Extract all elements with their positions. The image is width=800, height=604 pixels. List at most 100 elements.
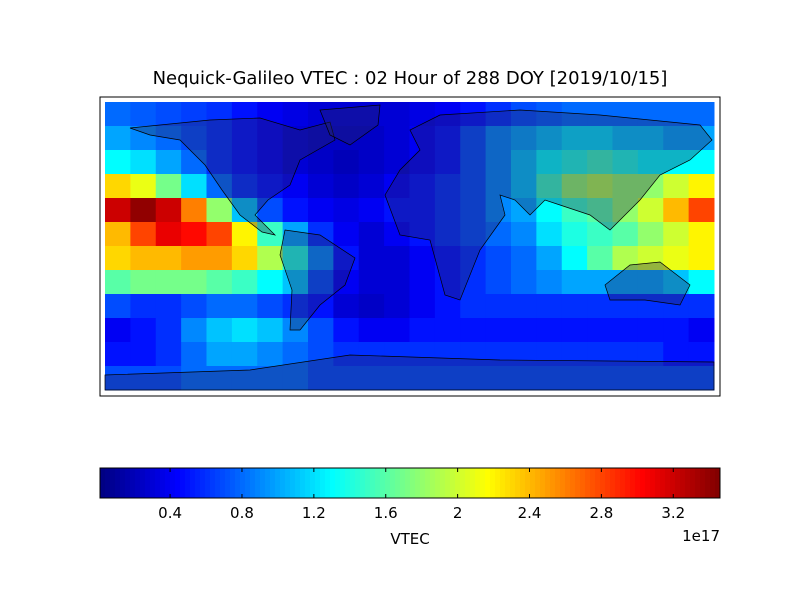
- colorbar-tick-label: 0.4: [158, 504, 182, 522]
- colorbar-label: VTEC: [390, 530, 429, 548]
- heatmap-cell: [587, 198, 613, 223]
- colorbar-swatch: [505, 468, 511, 498]
- greenland: [319, 104, 381, 146]
- colorbar-swatch: [645, 468, 651, 498]
- heatmap-cell: [536, 342, 563, 367]
- heatmap-cell: [181, 270, 207, 295]
- colorbar-swatch: [170, 468, 176, 498]
- colorbar-swatch: [670, 468, 676, 498]
- heatmap-cell: [333, 198, 360, 223]
- heatmap-cell: [536, 294, 563, 319]
- heatmap-cell: [434, 198, 461, 223]
- heatmap-cell: [511, 318, 537, 343]
- colorbar-swatch: [215, 468, 221, 498]
- heatmap-cell: [409, 150, 436, 175]
- antarctica: [104, 354, 715, 391]
- heatmap-cell: [308, 150, 334, 175]
- heatmap-cell: [460, 126, 487, 151]
- heatmap-cell: [511, 270, 537, 295]
- colorbar-swatch: [365, 468, 371, 498]
- colorbar-swatch: [455, 468, 461, 498]
- heatmap-cell: [688, 366, 715, 391]
- colorbar-swatch: [525, 468, 531, 498]
- colorbar-tick-label: 1.2: [302, 504, 326, 522]
- heatmap-cell: [231, 102, 258, 127]
- heatmap-cell: [231, 318, 258, 343]
- heatmap-cell: [155, 294, 182, 319]
- colorbar-swatch: [575, 468, 581, 498]
- colorbar-swatch: [485, 468, 491, 498]
- heatmap-cell: [155, 174, 182, 199]
- heatmap-cell: [637, 342, 664, 367]
- colorbar-swatch: [395, 468, 401, 498]
- north-america: [129, 117, 336, 236]
- heatmap-cell: [257, 102, 284, 127]
- heatmap-cell: [409, 102, 436, 127]
- heatmap-cell: [511, 246, 537, 271]
- colorbar-swatch: [160, 468, 166, 498]
- colorbar-swatch: [600, 468, 606, 498]
- heatmap-cell: [612, 294, 639, 319]
- colorbar-swatch: [235, 468, 241, 498]
- heatmap-cell: [358, 174, 385, 199]
- heatmap-cell: [663, 366, 690, 391]
- colorbar-swatch: [550, 468, 556, 498]
- heatmap-cell: [384, 342, 410, 367]
- colorbar-swatch: [220, 468, 226, 498]
- colorbar-swatch: [275, 468, 281, 498]
- heatmap-cell: [612, 342, 639, 367]
- heatmap-cell: [561, 150, 588, 175]
- heatmap-cell: [257, 198, 284, 223]
- colorbar-swatch: [295, 468, 301, 498]
- heatmap-cell: [308, 342, 334, 367]
- colorbar-swatch: [640, 468, 646, 498]
- heatmap-cell: [333, 102, 360, 127]
- heatmap-cell: [105, 246, 131, 271]
- heatmap-cell: [536, 102, 563, 127]
- heatmap-cell: [460, 294, 487, 319]
- colorbar-swatch: [140, 468, 146, 498]
- heatmap-cell: [130, 150, 157, 175]
- colorbar-swatch: [625, 468, 631, 498]
- heatmap-cell: [130, 126, 157, 151]
- heatmap-cell: [612, 366, 639, 391]
- colorbar-swatch: [245, 468, 251, 498]
- heatmap-cell: [384, 174, 410, 199]
- heatmap-cell: [434, 150, 461, 175]
- heatmap-cell: [637, 222, 664, 247]
- heatmap-cell: [561, 246, 588, 271]
- heatmap-cell: [434, 126, 461, 151]
- heatmap-cell: [358, 318, 385, 343]
- heatmap-cell: [206, 102, 233, 127]
- heatmap-cell: [130, 270, 157, 295]
- heatmap-cell: [511, 222, 537, 247]
- heatmap-cell: [308, 246, 334, 271]
- heatmap-cell: [181, 366, 207, 391]
- heatmap-cell: [409, 270, 436, 295]
- heatmap-cell: [561, 342, 588, 367]
- colorbar-swatch: [565, 468, 571, 498]
- colorbar: [100, 468, 721, 498]
- heatmap-cell: [637, 102, 664, 127]
- heatmap-cell: [485, 246, 512, 271]
- heatmap-cell: [536, 198, 563, 223]
- heatmap-cell: [612, 174, 639, 199]
- heatmap-cell: [612, 222, 639, 247]
- colorbar-swatch: [425, 468, 431, 498]
- heatmap-cell: [511, 198, 537, 223]
- colorbar-swatch: [175, 468, 181, 498]
- heatmap-cell: [511, 174, 537, 199]
- heatmap-cell: [358, 342, 385, 367]
- colorbar-tick-label: 2: [453, 504, 463, 522]
- colorbar-swatch: [405, 468, 411, 498]
- heatmap-cell: [181, 294, 207, 319]
- colorbar-swatch: [290, 468, 296, 498]
- heatmap-cell: [308, 198, 334, 223]
- colorbar-swatch: [615, 468, 621, 498]
- heatmap-cell: [485, 102, 512, 127]
- colorbar-swatch: [155, 468, 161, 498]
- colorbar-swatch: [305, 468, 311, 498]
- colorbar-swatch: [635, 468, 641, 498]
- heatmap-cell: [130, 246, 157, 271]
- heatmap-cell: [206, 222, 233, 247]
